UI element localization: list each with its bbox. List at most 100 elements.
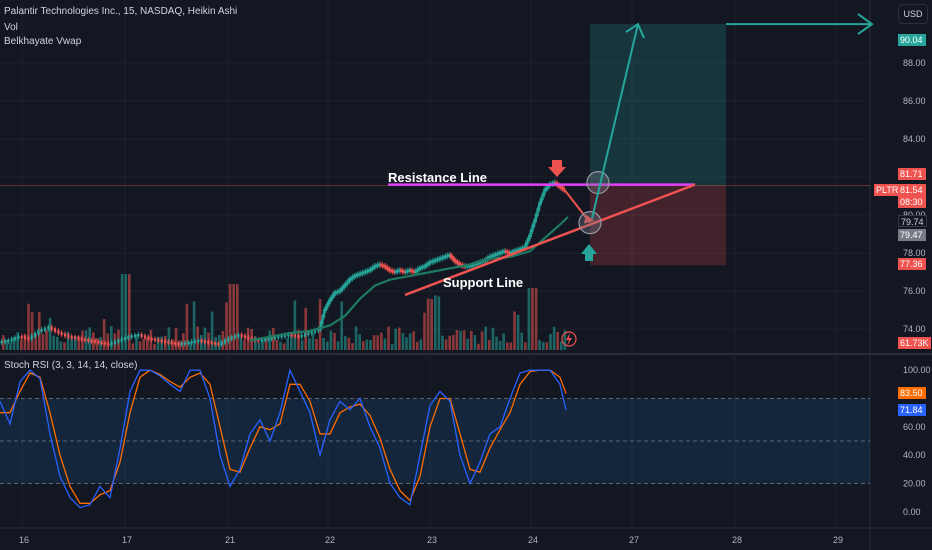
candle-body (270, 337, 273, 340)
candle-body (120, 338, 123, 342)
candle-body (334, 291, 337, 294)
volume-bar (124, 274, 127, 350)
volume-bar (218, 334, 221, 350)
volume-bar (408, 333, 412, 350)
x-tick-label: 29 (833, 535, 843, 545)
volume-bar (308, 338, 311, 350)
candle-body (197, 339, 200, 343)
candle-body (386, 266, 389, 270)
candle-body (177, 342, 180, 346)
candle-body (429, 261, 432, 264)
support-line-label: Support Line (443, 275, 524, 290)
candle-body (303, 333, 307, 337)
candle-body (381, 264, 384, 267)
candle-body (521, 247, 524, 250)
mid-price-tag-1: 79.74 (898, 215, 927, 227)
candle-body (438, 257, 441, 261)
candle-body (40, 328, 43, 333)
volume-bar (120, 274, 124, 350)
volume-bar (167, 327, 171, 350)
stoch-tick-label: 60.00 (903, 422, 926, 432)
volume-bar (95, 338, 99, 350)
volume-bar (549, 333, 552, 350)
volume-bar (322, 337, 325, 350)
volume-bar (174, 328, 178, 350)
candle-body (359, 272, 362, 275)
volume-bar (88, 327, 91, 350)
candle-body (394, 270, 397, 274)
candle-body (354, 274, 357, 277)
candle-body (73, 336, 77, 340)
candle-body (217, 342, 220, 346)
stoch-k-tag: 71.84 (898, 404, 926, 416)
volume-bar (182, 333, 185, 350)
volume-bar (344, 336, 347, 350)
candle-body (488, 255, 491, 260)
volume-bar (5, 339, 9, 350)
volume-bar (358, 334, 361, 350)
candle-body (528, 235, 531, 241)
pullback-arrowhead (584, 214, 594, 224)
candle-body (516, 248, 519, 252)
vwap-legend: Belkhayate Vwap (4, 36, 82, 47)
candle-body (539, 198, 542, 205)
volume-bar (430, 298, 433, 350)
volume-bar (423, 312, 426, 350)
volume-bar (45, 330, 48, 350)
candle-body (541, 193, 544, 201)
volume-bar (556, 332, 559, 350)
candle-body (33, 332, 37, 338)
volume-bar (41, 334, 45, 350)
candle-body (290, 333, 293, 337)
stoch-rsi-legend: Stoch RSI (3, 3, 14, 14, close) (4, 360, 138, 371)
candle-body (0, 340, 3, 344)
stoch-tick-label: 20.00 (903, 479, 926, 489)
candle-body (280, 335, 283, 338)
candle-body (53, 328, 57, 333)
volume-bar (516, 314, 520, 350)
volume-bar (372, 335, 376, 350)
candle-body (524, 242, 527, 249)
candle-body (436, 258, 439, 262)
volume-bar (66, 331, 70, 350)
candle-body (343, 284, 346, 289)
currency-button[interactable]: USD (898, 4, 928, 24)
candle-body (140, 333, 143, 338)
volume-bar (502, 333, 505, 350)
countdown-tag: 08:30 (898, 196, 926, 208)
volume-bar (196, 326, 199, 350)
stoch-tick-label: 0.00 (903, 507, 921, 517)
volume-bar (290, 335, 293, 350)
candle-body (37, 330, 40, 335)
volume-bar (178, 340, 181, 350)
stoch-d-line (0, 369, 567, 504)
volume-bar (495, 336, 498, 350)
volume-bar (444, 339, 448, 350)
lightning-icon (561, 331, 577, 347)
candle-body (403, 270, 406, 274)
x-tick-label: 28 (732, 535, 742, 545)
candle-body (471, 264, 474, 267)
candle-body (376, 264, 379, 267)
candle-body (364, 270, 367, 274)
volume-bar (135, 334, 138, 350)
candle-body (371, 266, 374, 270)
volume-bar (81, 330, 84, 350)
volume-bar (192, 301, 196, 350)
candle-body (287, 333, 290, 337)
candle-body (110, 342, 113, 346)
candle-body (183, 342, 187, 345)
volume-bar (210, 311, 214, 350)
candle-body (333, 292, 336, 297)
candle-body (190, 340, 193, 344)
candle-body (323, 309, 326, 318)
candle-body (398, 269, 401, 272)
candle-body (260, 339, 263, 342)
volume-bar (552, 326, 556, 350)
candle-body (433, 259, 436, 263)
candle-body (273, 336, 277, 340)
volume-bar (448, 335, 451, 350)
volume-bar (527, 288, 531, 350)
volume-bar (351, 343, 354, 350)
